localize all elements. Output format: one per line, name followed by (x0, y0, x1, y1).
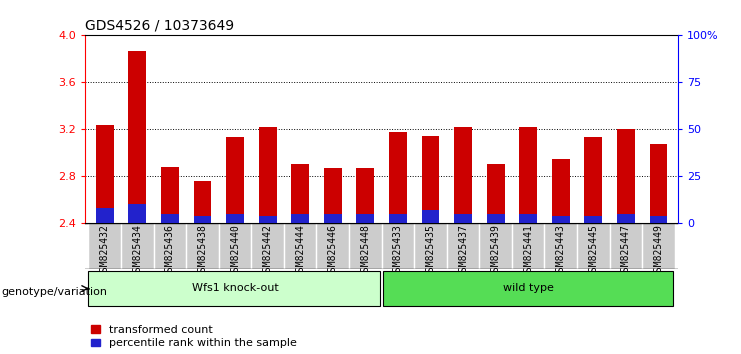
Bar (161, 167, 179, 223)
Bar (389, 214, 407, 223)
FancyBboxPatch shape (186, 223, 219, 269)
Text: GSM825447: GSM825447 (621, 224, 631, 277)
FancyBboxPatch shape (512, 223, 545, 269)
Bar (96, 208, 113, 223)
Bar (487, 164, 505, 223)
Bar (552, 159, 570, 223)
FancyBboxPatch shape (88, 271, 380, 306)
FancyBboxPatch shape (316, 223, 349, 269)
Text: GSM825439: GSM825439 (491, 224, 501, 277)
Bar (193, 181, 211, 223)
Text: GSM825433: GSM825433 (393, 224, 403, 277)
Bar (128, 204, 146, 223)
Text: GSM825436: GSM825436 (165, 224, 175, 277)
Text: GSM825445: GSM825445 (588, 224, 598, 277)
Text: GSM825440: GSM825440 (230, 224, 240, 277)
Bar (356, 214, 374, 223)
Bar (389, 132, 407, 223)
Bar (422, 210, 439, 223)
Bar (226, 214, 244, 223)
Bar (324, 214, 342, 223)
FancyBboxPatch shape (447, 223, 479, 269)
Text: GSM825441: GSM825441 (523, 224, 534, 277)
Bar (454, 127, 472, 223)
Text: GDS4526 / 10373649: GDS4526 / 10373649 (85, 19, 234, 33)
FancyBboxPatch shape (383, 271, 673, 306)
Bar (650, 144, 668, 223)
Text: wild type: wild type (502, 283, 554, 293)
FancyBboxPatch shape (577, 223, 610, 269)
Bar (226, 137, 244, 223)
FancyBboxPatch shape (642, 223, 675, 269)
FancyBboxPatch shape (251, 223, 284, 269)
Text: GSM825435: GSM825435 (425, 224, 436, 277)
Bar (617, 129, 635, 223)
Bar (128, 51, 146, 223)
Bar (291, 164, 309, 223)
FancyBboxPatch shape (349, 223, 382, 269)
Bar (193, 216, 211, 223)
Text: GSM825449: GSM825449 (654, 224, 663, 277)
Text: GSM825437: GSM825437 (458, 224, 468, 277)
Bar (552, 216, 570, 223)
Bar (259, 216, 276, 223)
FancyBboxPatch shape (219, 223, 251, 269)
FancyBboxPatch shape (382, 223, 414, 269)
Bar (422, 136, 439, 223)
Text: GSM825434: GSM825434 (133, 224, 142, 277)
Bar (324, 168, 342, 223)
Bar (356, 168, 374, 223)
Bar (96, 125, 113, 223)
FancyBboxPatch shape (121, 223, 153, 269)
Bar (291, 214, 309, 223)
FancyBboxPatch shape (88, 223, 121, 269)
Text: GSM825432: GSM825432 (100, 224, 110, 277)
Text: GSM825442: GSM825442 (262, 224, 273, 277)
Bar (585, 137, 602, 223)
FancyBboxPatch shape (153, 223, 186, 269)
Bar (487, 214, 505, 223)
Text: Wfs1 knock-out: Wfs1 knock-out (192, 283, 279, 293)
Bar (617, 214, 635, 223)
Bar (454, 214, 472, 223)
Text: GSM825438: GSM825438 (197, 224, 207, 277)
Bar (161, 214, 179, 223)
Text: GSM825448: GSM825448 (360, 224, 370, 277)
Bar (519, 214, 537, 223)
Text: GSM825443: GSM825443 (556, 224, 566, 277)
FancyBboxPatch shape (610, 223, 642, 269)
Text: genotype/variation: genotype/variation (1, 287, 107, 297)
FancyBboxPatch shape (284, 223, 316, 269)
FancyBboxPatch shape (479, 223, 512, 269)
Bar (259, 127, 276, 223)
Bar (650, 216, 668, 223)
FancyBboxPatch shape (545, 223, 577, 269)
Text: GSM825446: GSM825446 (328, 224, 338, 277)
Legend: transformed count, percentile rank within the sample: transformed count, percentile rank withi… (90, 325, 296, 348)
FancyBboxPatch shape (414, 223, 447, 269)
Bar (519, 127, 537, 223)
Bar (585, 216, 602, 223)
Text: GSM825444: GSM825444 (295, 224, 305, 277)
